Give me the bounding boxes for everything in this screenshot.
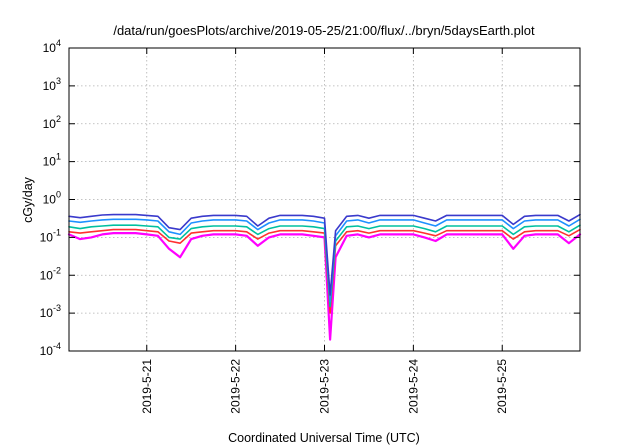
x-tick-label: 2019-5-24 [406, 359, 420, 414]
y-tick-label: 100 [43, 190, 61, 207]
x-tick-label: 2019-5-25 [495, 359, 509, 414]
x-tick-label: 2019-5-22 [229, 359, 243, 414]
series-line-1 [67, 232, 582, 341]
y-tick-label: 10-1 [40, 227, 61, 244]
x-tick-label: 2019-5-21 [140, 359, 154, 414]
y-tick-labels: 10-4 10-3 10-2 10-1 100 101 102 103 104 [40, 38, 61, 358]
series-line-5 [68, 213, 581, 296]
y-axis-label: cGy/day [21, 176, 35, 223]
y-tick-label: 10-2 [40, 265, 61, 282]
x-axis-label: Coordinated Universal Time (UTC) [228, 431, 420, 445]
y-tick-label: 10-4 [40, 341, 61, 358]
y-tick-label: 10-3 [40, 303, 61, 320]
x-tick-label: 2019-5-23 [318, 359, 332, 414]
y-tick-label: 101 [43, 152, 61, 169]
y-tick-label: 102 [43, 114, 61, 131]
y-tick-label: 104 [43, 38, 61, 55]
grid [69, 48, 580, 351]
ticks [69, 47, 580, 352]
x-tick-labels: 2019-5-21 2019-5-22 2019-5-23 2019-5-24 2019… [140, 359, 509, 414]
chart-title: /data/run/goesPlots/archive/2019-05-25/2… [113, 23, 535, 38]
y-tick-label: 103 [43, 76, 61, 93]
series-group [67, 213, 582, 341]
